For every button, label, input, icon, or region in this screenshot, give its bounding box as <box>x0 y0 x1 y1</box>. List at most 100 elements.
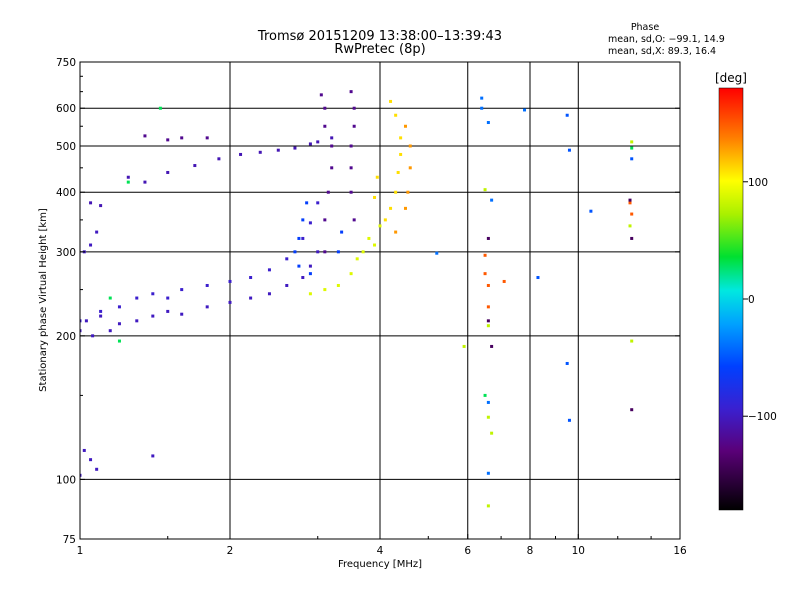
data-point <box>293 146 297 150</box>
data-point <box>205 283 209 287</box>
data-points <box>80 90 634 508</box>
data-point <box>349 144 353 148</box>
data-point <box>228 279 232 283</box>
data-point <box>394 190 398 194</box>
data-point <box>336 250 340 254</box>
data-point <box>80 329 82 333</box>
data-point <box>217 157 221 161</box>
data-point <box>480 96 484 100</box>
data-point <box>567 148 571 152</box>
data-point <box>536 276 540 280</box>
phase-stats: Phase mean, sd,O: −99.1, 14.9 mean, sd,X… <box>608 22 725 57</box>
data-point <box>80 473 82 477</box>
data-point <box>293 250 297 254</box>
data-point <box>249 296 253 300</box>
data-point <box>336 283 340 287</box>
data-point <box>135 296 139 300</box>
data-point <box>502 279 506 283</box>
data-point <box>355 257 359 261</box>
data-point <box>95 467 99 471</box>
data-point <box>323 106 327 110</box>
data-point <box>486 415 490 419</box>
data-point <box>117 339 121 343</box>
y-tick-label: 600 <box>56 103 76 115</box>
data-point <box>367 236 371 240</box>
data-point <box>628 201 632 205</box>
data-point <box>406 190 410 194</box>
data-point <box>308 264 312 268</box>
chart-subtitle: RwPretec (8p) <box>334 42 425 57</box>
phase-colorbar: [deg] 100 0 −100 <box>715 71 777 511</box>
colorbar-gradient <box>718 87 744 511</box>
data-point <box>628 224 632 228</box>
data-point <box>151 454 155 458</box>
data-point <box>630 339 634 343</box>
data-point <box>205 305 209 309</box>
data-point <box>308 221 312 225</box>
data-point <box>589 209 593 213</box>
data-point <box>108 329 112 333</box>
x-tick-label: 6 <box>464 545 471 557</box>
data-point <box>483 188 487 192</box>
data-point <box>349 166 353 170</box>
data-point <box>126 180 130 184</box>
data-point <box>394 113 398 117</box>
x-axis-label: Frequency [MHz] <box>338 559 422 570</box>
data-point <box>143 180 147 184</box>
data-point <box>349 190 353 194</box>
data-point <box>180 288 184 292</box>
data-point <box>523 108 527 112</box>
y-tick-label: 200 <box>56 331 76 343</box>
data-point <box>567 418 571 422</box>
data-point <box>99 204 103 208</box>
data-point <box>323 288 327 292</box>
data-point <box>95 230 99 234</box>
data-point <box>166 309 170 313</box>
data-point <box>486 121 490 125</box>
data-point <box>352 218 356 222</box>
data-point <box>330 166 334 170</box>
data-point <box>323 250 327 254</box>
y-tick-label: 75 <box>63 534 76 546</box>
data-point <box>628 198 632 202</box>
data-point <box>301 276 305 280</box>
y-axis-ticks: 75 100 200 300 400 500 600 750 <box>56 57 680 546</box>
data-point <box>462 344 466 348</box>
data-point <box>319 93 323 97</box>
data-point <box>151 314 155 318</box>
data-point <box>166 170 170 174</box>
y-tick-label: 750 <box>56 57 76 69</box>
chart-title: Tromsø 20151209 13:38:00–13:39:43 <box>257 29 502 44</box>
colorbar-tick-label: 0 <box>748 294 755 306</box>
data-point <box>565 361 569 365</box>
data-point <box>340 230 344 234</box>
data-point <box>630 212 634 216</box>
data-point <box>180 312 184 316</box>
data-point <box>99 314 103 318</box>
data-point <box>630 146 634 150</box>
data-point <box>486 319 490 323</box>
data-point <box>135 319 139 323</box>
data-point <box>285 283 289 287</box>
data-point <box>383 218 387 222</box>
y-tick-label: 100 <box>56 474 76 486</box>
data-point <box>486 324 490 328</box>
data-point <box>349 90 353 94</box>
data-point <box>330 136 334 140</box>
data-point <box>486 471 490 475</box>
data-point <box>301 218 305 222</box>
data-point <box>408 166 412 170</box>
data-point <box>352 106 356 110</box>
data-point <box>316 140 320 144</box>
data-point <box>361 250 365 254</box>
data-point <box>394 230 398 234</box>
x-tick-label: 2 <box>227 545 234 557</box>
data-point <box>486 236 490 240</box>
colorbar-tick-label: 100 <box>748 177 768 189</box>
data-point <box>486 504 490 508</box>
data-point <box>389 99 393 103</box>
x-tick-label: 10 <box>572 545 585 557</box>
data-point <box>205 136 209 140</box>
data-point <box>316 250 320 254</box>
grid-lines <box>80 62 680 539</box>
